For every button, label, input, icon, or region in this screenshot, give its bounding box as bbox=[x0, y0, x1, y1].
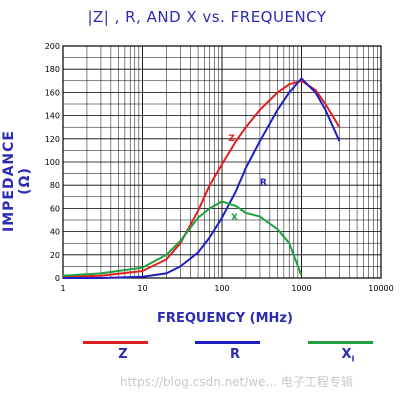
y-tick-label: 140 bbox=[45, 112, 60, 121]
y-tick-label: 40 bbox=[50, 228, 60, 237]
x-tick-label: 10000 bbox=[368, 284, 393, 293]
series-line-r bbox=[63, 77, 341, 279]
curve-label-z: Z bbox=[228, 134, 235, 144]
legend-label-x-main: X bbox=[341, 347, 352, 362]
y-tick-label: 160 bbox=[45, 88, 60, 97]
watermark: https://blog.csdn.net/we... 电子工程专辑 bbox=[120, 375, 353, 389]
legend-item-z: Z bbox=[83, 335, 163, 365]
y-tick-label: 20 bbox=[50, 251, 60, 260]
y-tick-label: 180 bbox=[45, 65, 60, 74]
legend-item-x: XI bbox=[308, 335, 388, 365]
legend-item-r: R bbox=[195, 335, 275, 365]
y-tick-label: 0 bbox=[55, 274, 60, 283]
x-tick-label: 1 bbox=[60, 284, 65, 293]
y-tick-label: 100 bbox=[45, 158, 60, 167]
x-tick-label: 1000 bbox=[291, 284, 311, 293]
chart-title: |Z| , R, AND X vs. FREQUENCY bbox=[87, 8, 327, 26]
legend-label-x: XI bbox=[328, 347, 368, 364]
x-axis-label: FREQUENCY (MHz) bbox=[157, 311, 293, 326]
legend-label-z: Z bbox=[118, 347, 128, 362]
y-tick-label: 120 bbox=[45, 135, 60, 144]
curve-label-r: R bbox=[260, 178, 267, 188]
legend-label-x-sub: I bbox=[351, 354, 355, 364]
series-line-x bbox=[62, 200, 303, 277]
curve-label-x: X bbox=[231, 213, 238, 223]
y-tick-label: 80 bbox=[50, 181, 60, 190]
legend-line-r bbox=[195, 341, 260, 344]
y-tick-label: 200 bbox=[45, 42, 60, 51]
plot-frame bbox=[62, 45, 382, 279]
x-tick-label: 10 bbox=[137, 284, 147, 293]
x-tick-label: 100 bbox=[214, 284, 229, 293]
legend-line-z bbox=[83, 341, 148, 344]
legend-label-r: R bbox=[229, 347, 240, 362]
legend-line-x bbox=[308, 341, 373, 344]
y-tick-label: 60 bbox=[50, 204, 60, 213]
